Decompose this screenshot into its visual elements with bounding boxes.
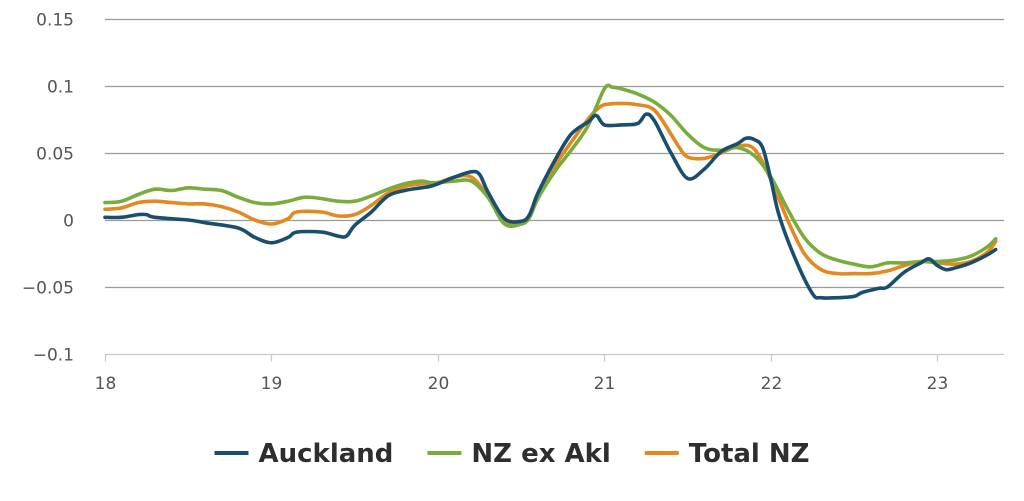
axes [104,353,1004,362]
x-tick-labels: 18 19 20 21 22 23 [95,374,949,394]
series-line-auckland [103,112,998,300]
legend-label: Auckland [259,439,394,469]
legend-item: Auckland [214,439,394,469]
legend-label: Total NZ [689,439,810,469]
series-lines [103,83,998,300]
y-tick-label: 0.05 [36,145,74,165]
y-tick-label: −0.1 [33,346,74,366]
series-line-nz-ex-akl [103,83,998,269]
legend-item: NZ ex Akl [427,439,611,469]
y-tick-label: 0.1 [47,78,74,98]
legend: Auckland NZ ex Akl Total NZ [214,439,810,469]
y-tick-label: −0.05 [22,279,74,299]
legend-label: NZ ex Akl [471,439,610,469]
y-tick-labels: 0.15 0.1 0.05 0 −0.05 −0.1 [22,11,74,366]
y-tick-label: 0 [63,212,74,232]
x-tick-label: 23 [927,374,949,394]
x-tick-label: 21 [594,374,616,394]
x-tick-label: 19 [261,374,283,394]
x-tick-label: 20 [428,374,450,394]
y-tick-label: 0.15 [36,11,74,31]
legend-item: Total NZ [644,439,810,469]
series-line-total-nz [103,101,998,276]
grid-lines [105,18,1004,289]
x-tick-label: 22 [761,374,783,394]
x-tick-label: 18 [95,374,117,394]
